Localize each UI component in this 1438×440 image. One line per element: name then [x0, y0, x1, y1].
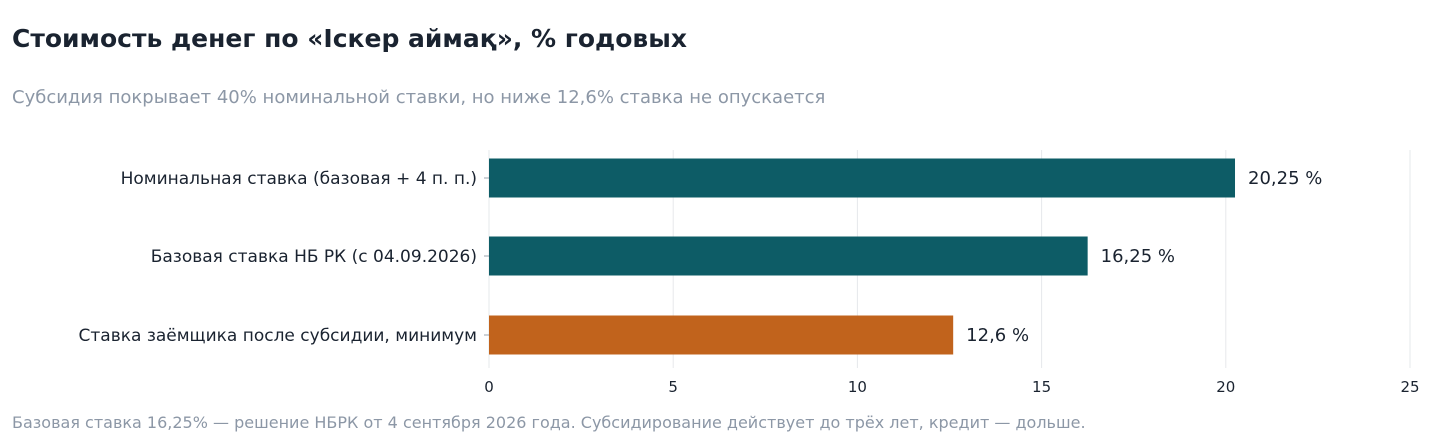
chart-title: Стоимость денег по «Іскер аймақ», % годо… — [12, 24, 687, 53]
category-label: Ставка заёмщика после субсидии, минимум — [79, 326, 477, 346]
bars — [489, 158, 1236, 355]
bar — [489, 236, 1088, 276]
category-labels: Номинальная ставка (базовая + 4 п. п.) Ба… — [79, 169, 489, 346]
x-tick-label: 0 — [484, 378, 494, 396]
value-label: 12,6 % — [966, 325, 1029, 346]
value-label: 16,25 % — [1101, 246, 1175, 267]
bar — [489, 315, 954, 355]
x-tick-label: 10 — [848, 378, 867, 396]
value-label: 20,25 % — [1248, 168, 1322, 189]
x-tick-label: 20 — [1216, 378, 1235, 396]
x-axis: 0 5 10 15 20 25 — [484, 378, 1419, 396]
chart-subtitle: Субсидия покрывает 40% номинальной ставк… — [12, 87, 826, 108]
value-labels: 20,25 % 16,25 % 12,6 % — [966, 168, 1322, 346]
x-tick-label: 5 — [668, 378, 678, 396]
category-label: Базовая ставка НБ РК (с 04.09.2026) — [151, 247, 477, 267]
x-tick-label: 15 — [1032, 378, 1051, 396]
bar — [489, 158, 1236, 198]
x-tick-label: 25 — [1400, 378, 1419, 396]
category-label: Номинальная ставка (базовая + 4 п. п.) — [121, 169, 477, 189]
footnote: Базовая ставка 16,25% — решение НБРК от … — [12, 413, 1086, 432]
